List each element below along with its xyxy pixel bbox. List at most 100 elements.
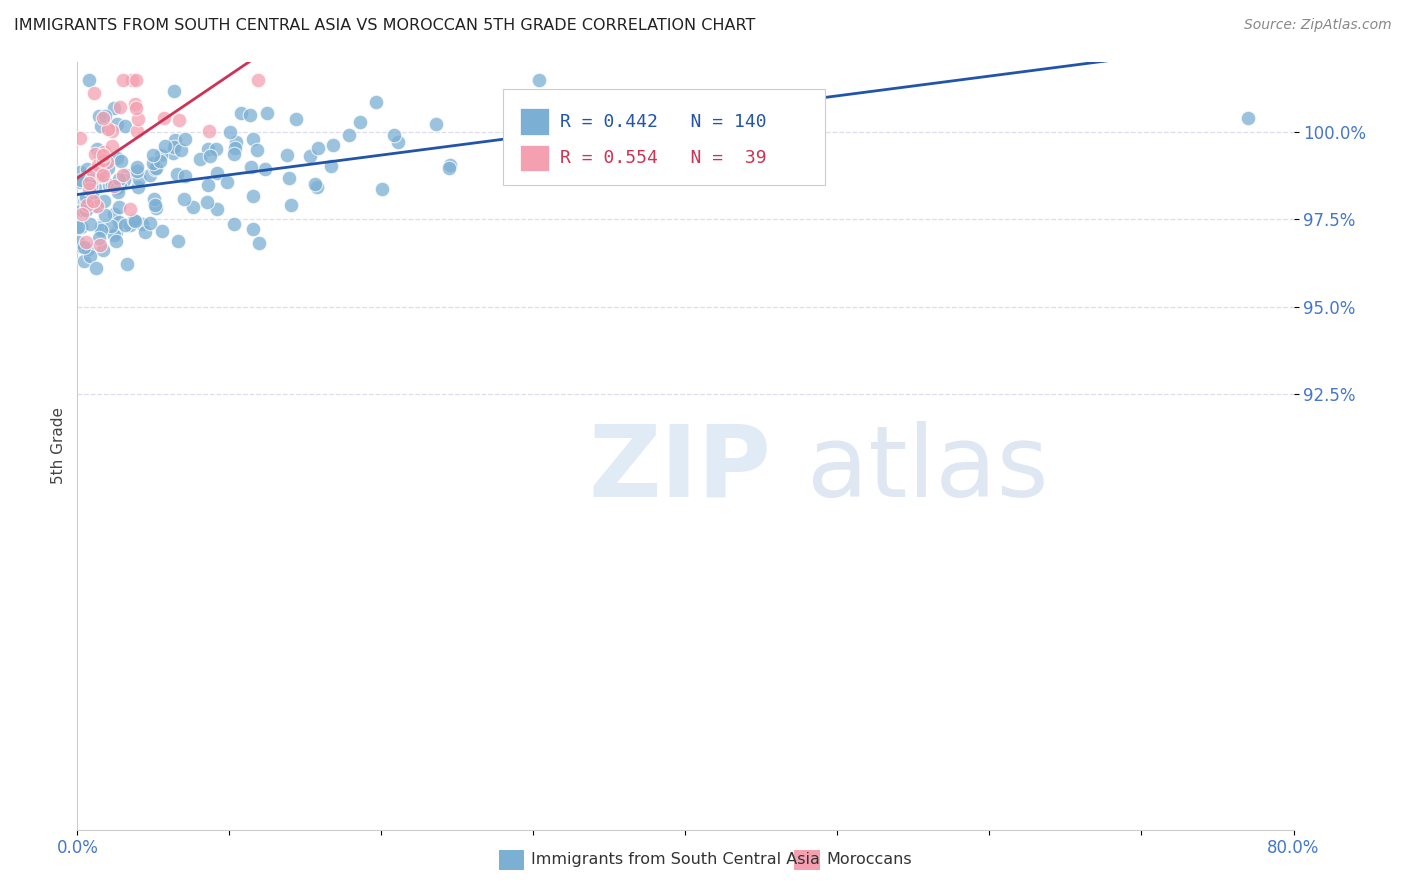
Point <box>73 194 96 209</box>
Point <box>111 168 134 182</box>
Point <box>76 162 98 177</box>
Point <box>100 219 122 234</box>
Point <box>84 147 107 161</box>
Point <box>90 222 112 236</box>
Point <box>79 73 101 87</box>
Point <box>72 240 94 254</box>
Text: ZIP: ZIP <box>588 420 770 517</box>
Point <box>197 178 219 193</box>
Point <box>166 168 188 182</box>
Text: R = 0.554   N =  39: R = 0.554 N = 39 <box>560 149 766 167</box>
Point <box>174 169 197 183</box>
Point <box>91 168 114 182</box>
Point <box>122 213 145 227</box>
Point <box>118 219 141 233</box>
Point <box>93 194 115 208</box>
Point <box>239 107 262 121</box>
Point <box>70 207 93 221</box>
Point <box>101 123 124 137</box>
Point <box>167 234 190 248</box>
Point <box>150 224 173 238</box>
Point <box>90 120 112 134</box>
Point <box>225 135 247 149</box>
Point <box>131 217 153 231</box>
Text: R = 0.442   N = 140: R = 0.442 N = 140 <box>560 112 766 130</box>
Point <box>382 128 405 142</box>
Point <box>89 231 111 245</box>
FancyBboxPatch shape <box>503 89 825 186</box>
Point <box>322 137 344 152</box>
Point <box>200 148 222 162</box>
Point <box>125 101 148 115</box>
Point <box>75 190 97 204</box>
Point <box>114 218 136 232</box>
Point <box>319 159 342 173</box>
Point <box>527 73 550 87</box>
Point <box>152 111 174 125</box>
Point <box>76 198 98 212</box>
Text: atlas: atlas <box>807 420 1049 517</box>
Point <box>145 201 167 215</box>
Point <box>79 217 101 231</box>
Point <box>69 173 91 187</box>
Text: Source: ZipAtlas.com: Source: ZipAtlas.com <box>1244 18 1392 32</box>
Point <box>82 191 104 205</box>
Point <box>197 142 219 156</box>
Point <box>224 141 246 155</box>
Point <box>112 73 135 87</box>
Point <box>80 173 103 187</box>
Point <box>77 177 100 191</box>
Text: Moroccans: Moroccans <box>827 853 912 867</box>
Point <box>188 152 211 166</box>
Point <box>153 138 176 153</box>
Point <box>425 117 447 131</box>
Point <box>242 132 264 146</box>
Point <box>149 148 172 162</box>
Point <box>169 112 191 127</box>
Point <box>284 112 307 127</box>
Point <box>304 177 326 191</box>
Point <box>107 152 129 166</box>
Point <box>98 178 121 192</box>
Point <box>103 101 125 115</box>
Point <box>105 117 128 131</box>
Point <box>134 225 156 239</box>
Point <box>86 199 108 213</box>
Point <box>254 162 277 177</box>
Point <box>387 135 409 149</box>
Point <box>87 169 110 183</box>
Point <box>103 207 125 221</box>
Point <box>163 84 186 98</box>
Point <box>87 109 110 123</box>
Point <box>91 169 114 183</box>
Point <box>125 164 148 178</box>
Point <box>69 175 91 189</box>
Point <box>80 183 103 197</box>
Point <box>256 106 278 120</box>
Point <box>439 158 461 172</box>
Point <box>125 73 148 87</box>
Point <box>77 182 100 196</box>
Point <box>77 243 100 257</box>
Point <box>94 208 117 222</box>
Point <box>205 202 228 216</box>
Point <box>103 178 125 193</box>
Point <box>181 200 204 214</box>
Point <box>349 115 371 129</box>
Text: Immigrants from South Central Asia: Immigrants from South Central Asia <box>531 853 820 867</box>
Point <box>307 141 329 155</box>
Point <box>96 155 118 169</box>
Point <box>91 148 114 162</box>
Point <box>94 109 117 123</box>
Point <box>364 95 387 109</box>
Point <box>173 192 195 206</box>
Point <box>87 166 110 180</box>
Point <box>207 166 229 180</box>
Point <box>107 186 129 200</box>
Point <box>371 182 394 196</box>
Point <box>145 162 167 177</box>
Point <box>86 142 108 156</box>
Point <box>69 165 91 179</box>
Point <box>170 143 193 157</box>
Point <box>242 189 264 203</box>
